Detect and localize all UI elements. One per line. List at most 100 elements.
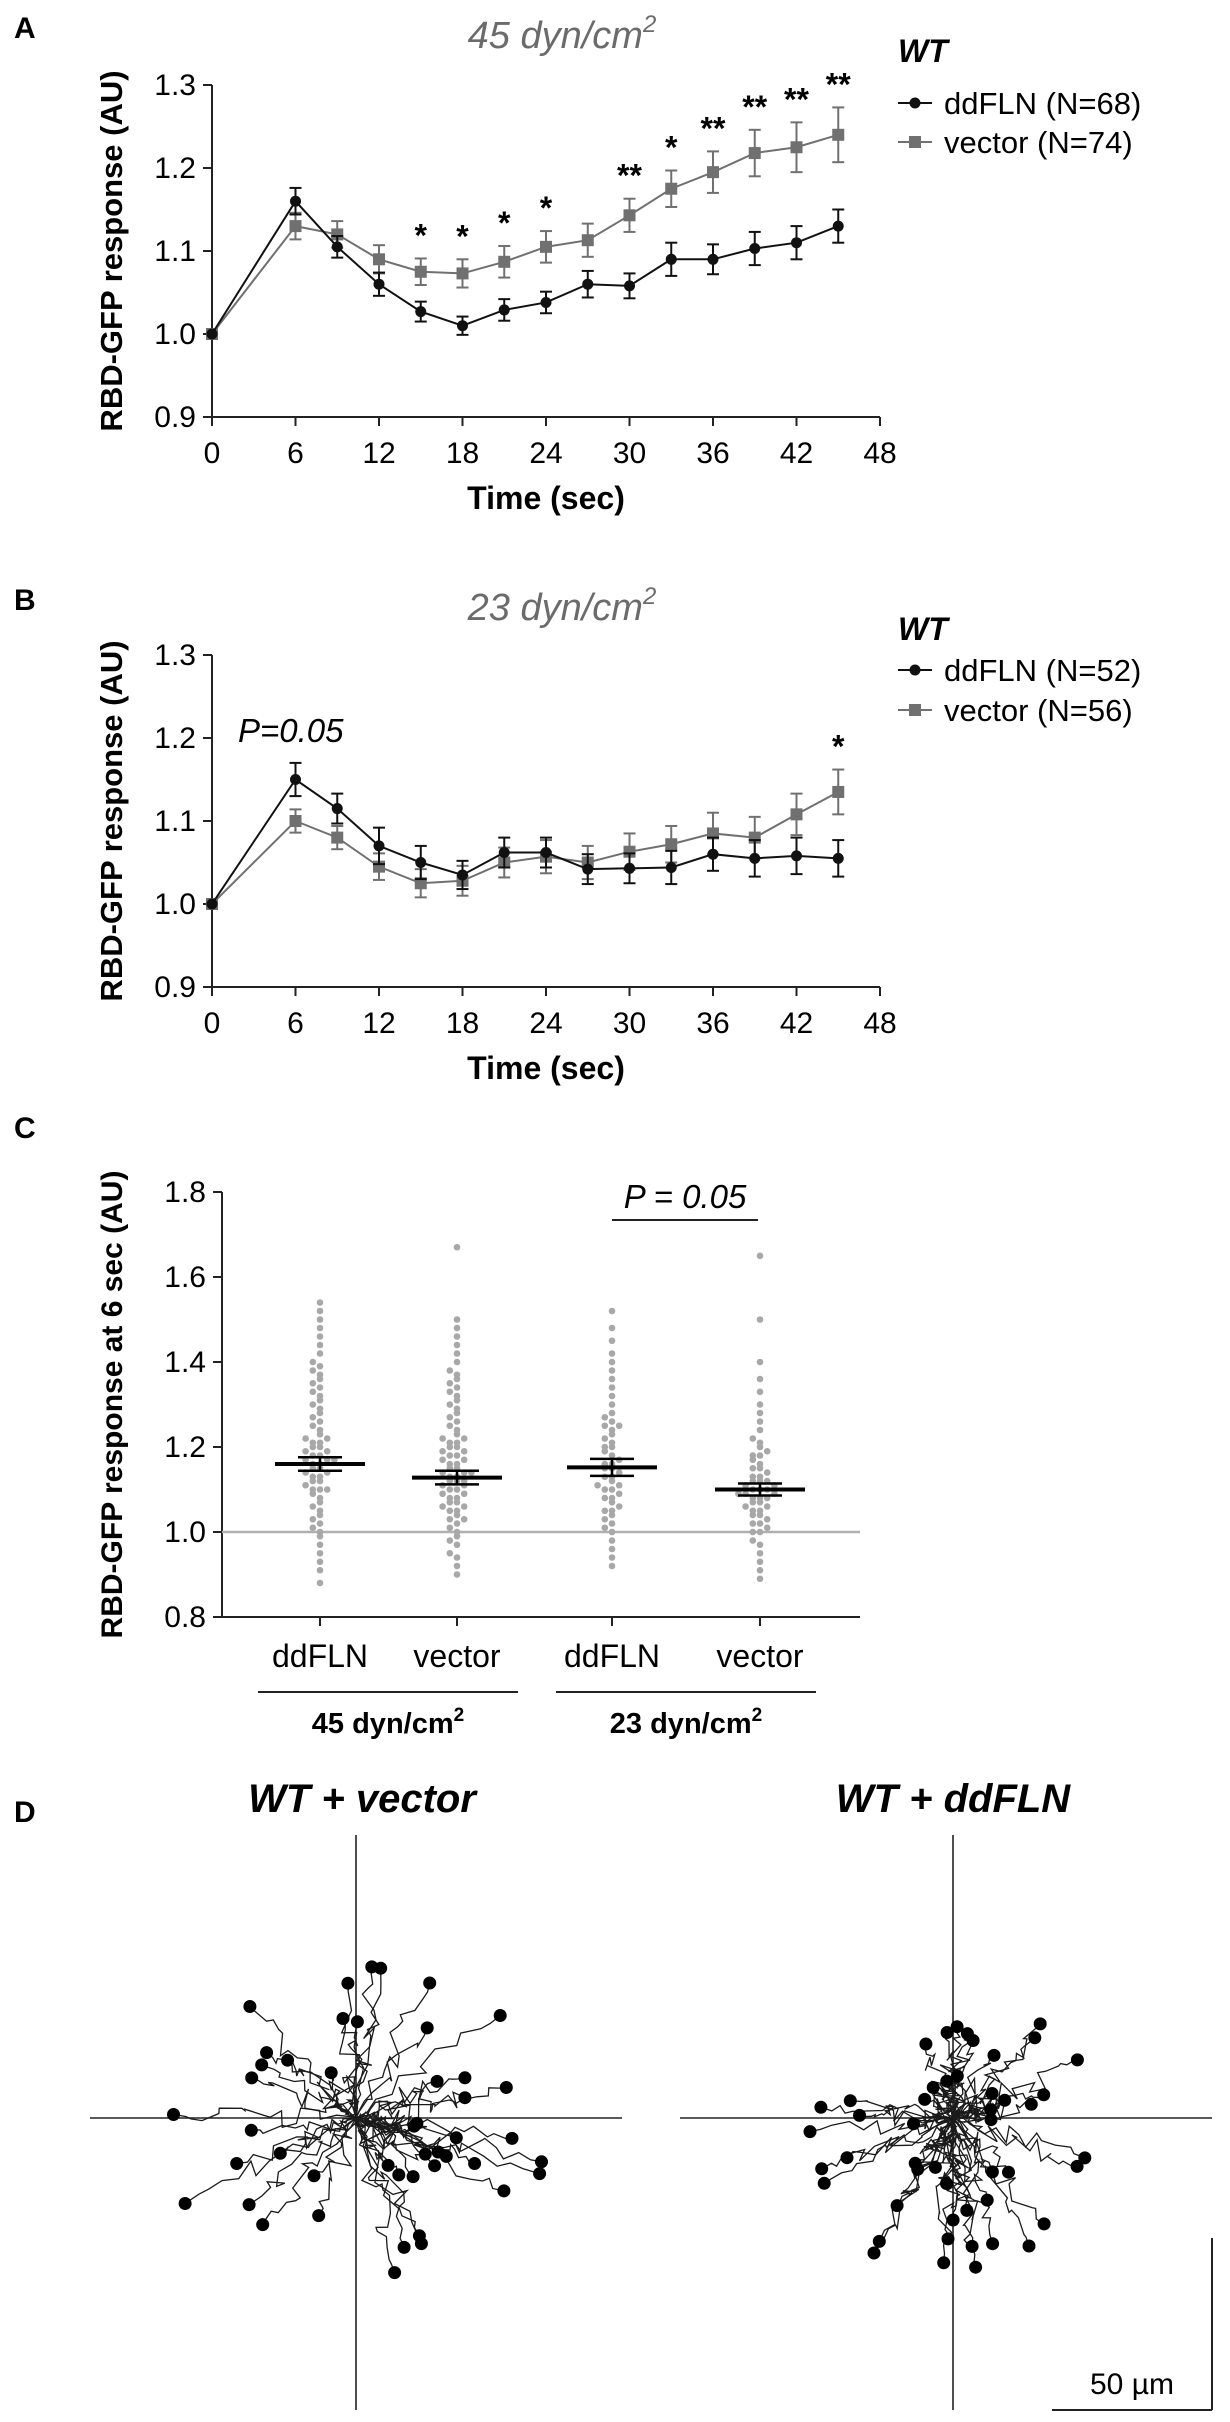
data-point (707, 166, 719, 179)
data-dot (446, 1524, 454, 1532)
data-dot (446, 1507, 454, 1515)
data-dot (608, 1426, 616, 1434)
data-dot (749, 1435, 757, 1442)
data-dot (460, 1435, 468, 1442)
data-dot (323, 1486, 331, 1493)
track-endpoint (918, 2092, 932, 2106)
data-dot (453, 1426, 461, 1434)
panel-b-legend: ddFLN (N=52) vector (N=56) (898, 653, 1141, 728)
y-tick-label: 1.2 (154, 152, 196, 185)
y-tick-label: 1.3 (154, 639, 196, 672)
data-dot (439, 1447, 446, 1455)
data-dot (316, 1418, 324, 1425)
track-endpoint (998, 2093, 1012, 2107)
data-dot (309, 1439, 317, 1447)
data-dot (309, 1367, 317, 1374)
panel-b-title-text: 23 dyn/cm (467, 587, 643, 629)
data-dot (316, 1392, 324, 1400)
track-endpoint (324, 2066, 338, 2080)
panel-c-axes: 0.8 1.0 1.2 1.4 1.6 1.8 ddFLN vector ddFLN vector… (96, 1171, 860, 1674)
right-tracks (809, 2023, 1086, 2268)
data-dot (316, 1405, 324, 1413)
migration-track (355, 2109, 418, 2132)
data-point (749, 852, 761, 864)
migration-track (952, 2117, 994, 2172)
y-tick-label: 1.4 (164, 1346, 206, 1379)
data-point (331, 228, 344, 241)
track-endpoint (1002, 2165, 1015, 2179)
significance-marker: ** (617, 158, 642, 194)
data-dot (601, 1486, 609, 1493)
panel-a-legend: ddFLN (N=68) vector (N=74) (898, 86, 1141, 160)
migration-track (917, 2117, 954, 2170)
data-dot (439, 1503, 446, 1510)
migration-track (355, 2117, 420, 2237)
data-dot (756, 1541, 764, 1549)
x-tick-label: 6 (287, 437, 304, 470)
data-dot (460, 1515, 468, 1523)
data-point (498, 255, 511, 268)
data-dot (756, 1375, 764, 1383)
y-axis-label: RBD-GFP response at 6 sec (AU) (96, 1171, 129, 1639)
panel-a-axes: 0 6 12 18 24 30 36 42 48 0.9 1.0 1.1 1.2 1.3 Time (sec… (94, 69, 897, 516)
x-tick-label: 36 (696, 1007, 729, 1040)
data-dot (749, 1473, 757, 1481)
data-point (707, 848, 719, 860)
data-dot (323, 1435, 331, 1442)
data-point (749, 243, 761, 255)
panel-b-plot: 0 6 12 18 24 30 36 42 48 0.9 1.0 1.1 1.2 1.3 Time (sec… (94, 639, 897, 1086)
track-endpoint (1024, 2097, 1038, 2111)
data-dot (763, 1503, 771, 1510)
y-tick-label: 1.0 (154, 888, 196, 921)
data-dot (608, 1367, 616, 1374)
panel-c-p-annotation: P = 0.05 (624, 1178, 747, 1215)
y-tick-label: 0.8 (164, 1601, 206, 1634)
significance-marker: * (415, 217, 428, 253)
data-dot (756, 1473, 764, 1481)
data-dot (453, 1520, 461, 1527)
migration-track (952, 2117, 1078, 2168)
track-endpoint (1070, 2053, 1084, 2067)
y-tick-label: 1.6 (164, 1261, 206, 1294)
data-dot (453, 1392, 461, 1400)
data-dot (756, 1316, 764, 1323)
migration-track (249, 2006, 357, 2119)
panel-b-letter: B (14, 584, 36, 617)
track-endpoint (907, 2117, 920, 2131)
significance-marker: ** (701, 110, 726, 146)
data-dot (446, 1413, 454, 1421)
data-dot (749, 1528, 757, 1536)
significance-marker: ** (742, 89, 767, 125)
data-dot (453, 1350, 461, 1357)
track-endpoint (493, 2009, 507, 2022)
data-dot (453, 1571, 461, 1578)
data-dot (601, 1515, 609, 1523)
data-dot (439, 1490, 446, 1498)
migration-track (355, 1982, 431, 2119)
data-dot (316, 1350, 324, 1357)
track-endpoint (890, 2199, 904, 2213)
track-endpoint (497, 2184, 511, 2198)
data-point (373, 253, 385, 266)
y-tick-label: 1.1 (154, 235, 196, 268)
migration-track (952, 2117, 1086, 2159)
data-point (414, 265, 427, 278)
data-dot (756, 1460, 764, 1468)
track-endpoint (986, 2237, 1000, 2251)
track-endpoint (418, 2147, 432, 2161)
panel-c-group1-text: 45 dyn/cm (312, 1708, 454, 1740)
data-dot (439, 1456, 446, 1464)
data-dot (756, 1409, 764, 1417)
data-dot (608, 1324, 616, 1332)
panel-c: C 0.8 1.0 1.2 1.4 1.6 1.8 ddFLN vector ddFLN vect… (14, 1112, 860, 1740)
migration-track (355, 2014, 501, 2119)
panel-b-series-ddfln (206, 761, 845, 910)
track-endpoint (987, 2048, 1001, 2062)
track-endpoint (388, 2266, 402, 2280)
migration-track (353, 1968, 382, 2119)
migration-track (355, 2117, 422, 2244)
data-point (581, 234, 594, 247)
migration-track (173, 2107, 357, 2129)
panel-d-left-plot (90, 1835, 622, 2410)
panel-a: A 45 dyn/cm2 WT ddFLN (N=68) vector (N=7… (14, 11, 1141, 516)
